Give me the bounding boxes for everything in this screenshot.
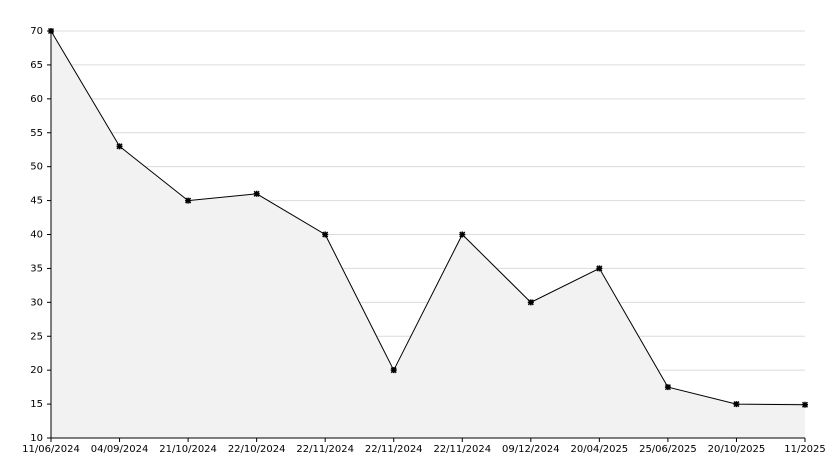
marker [116,143,123,150]
y-tick-label: 25 [30,331,43,342]
marker [664,384,671,391]
x-tick-label: 25/06/2025 [639,444,697,455]
y-tick-label: 15 [30,399,43,410]
y-tick-label: 65 [30,60,43,71]
x-tick-label: 22/11/2024 [365,444,423,455]
y-tick-label: 20 [30,365,43,376]
x-tick-label: 11/06/2024 [22,444,80,455]
area [51,31,805,438]
y-tick-label: 55 [30,128,43,139]
x-tick-label: 20/10/2025 [708,444,766,455]
marker [527,299,534,306]
x-tick-label: 22/11/2024 [433,444,491,455]
x-tick-label: 21/10/2024 [159,444,217,455]
x-tick-label: 11/2025 [784,444,826,455]
y-tick-label: 70 [30,26,43,37]
x-tick-label: 22/11/2024 [296,444,354,455]
marker [459,231,466,238]
x-tick-label: 20/04/2025 [571,444,629,455]
x-tick-label: 04/09/2024 [91,444,149,455]
marker [185,197,192,204]
y-tick-label: 50 [30,162,43,173]
y-tick-label: 60 [30,94,43,105]
marker [322,231,329,238]
marker [390,367,397,374]
x-tick-label: 22/10/2024 [228,444,286,455]
line [50,30,806,406]
marker [596,265,603,272]
x-tick-label: 09/12/2024 [502,444,560,455]
y-tick-label: 40 [30,230,43,241]
marker [253,190,260,197]
y-tick-label: 45 [30,196,43,207]
y-tick-label: 10 [30,433,43,444]
marker [801,401,809,408]
marker [733,401,740,408]
y-tick-label: 35 [30,263,43,274]
y-tick-label: 30 [30,297,43,308]
